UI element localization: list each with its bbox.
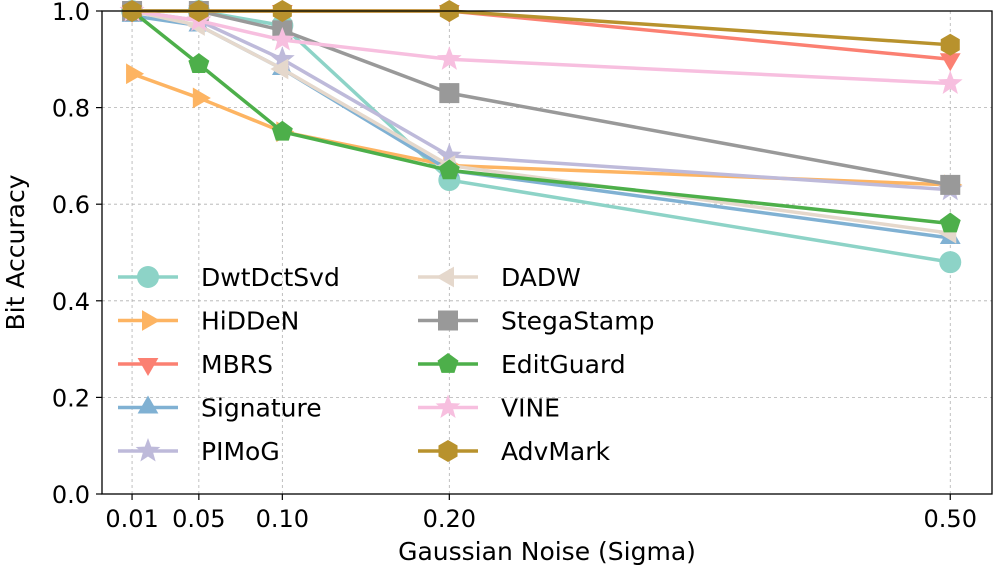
series-dwtdctsvd: [121, 0, 962, 274]
data-point-hidden: [192, 87, 211, 109]
legend-label-editguard: EditGuard: [501, 350, 626, 379]
x-tick-label: 0.05: [172, 505, 225, 533]
legend-entry-mbrs: MBRS: [118, 350, 273, 379]
data-point-dadw: [270, 58, 289, 80]
data-point-mbrs: [939, 53, 961, 72]
y-tick-label: 0.0: [52, 481, 90, 509]
legend-label-dadw: DADW: [501, 263, 581, 292]
legend-entry-pimog: PIMoG: [118, 437, 280, 466]
x-tick-label: 0.10: [256, 505, 309, 533]
series-signature: [121, 3, 961, 245]
legend-label-vine: VINE: [501, 394, 560, 423]
y-tick-label: 0.4: [52, 288, 90, 316]
legend-marker-vine: [435, 394, 461, 419]
legend-label-hidden: HiDDeN: [201, 307, 299, 336]
data-point-pimog: [436, 142, 462, 167]
data-point-dwtdctsvd: [939, 251, 962, 274]
legend-entry-vine: VINE: [418, 394, 560, 423]
legend-label-advmark: AdvMark: [501, 437, 610, 466]
series-layer: [119, 0, 963, 274]
data-point-hidden: [126, 63, 145, 85]
legend-entry-stegastamp: StegaStamp: [418, 307, 654, 336]
series-line-editguard: [130, 9, 951, 226]
series-hidden: [126, 63, 963, 196]
series-line-advmark: [132, 9, 951, 47]
legend-label-pimog: PIMoG: [201, 437, 280, 466]
data-point-pimog: [269, 46, 295, 70]
plot-frame: [101, 10, 993, 495]
y-axis-label: Bit Accuracy: [1, 174, 30, 330]
data-point-advmark: [940, 33, 960, 56]
legend-entry-dwtdctsvd: DwtDctSvd: [118, 263, 340, 292]
legend-marker-mbrs: [137, 358, 159, 376]
legend-marker-signature: [137, 395, 159, 414]
y-tick-label: 1.0: [52, 0, 90, 26]
series-stegastamp: [122, 1, 961, 195]
legend-label-mbrs: MBRS: [201, 350, 273, 379]
data-point-vine: [436, 46, 462, 70]
x-tick-label: 0.01: [105, 505, 158, 533]
legend-entry-advmark: AdvMark: [418, 437, 610, 466]
legend-entry-dadw: DADW: [418, 263, 581, 292]
data-point-stegastamp: [439, 83, 460, 104]
legend-marker-hidden: [142, 310, 160, 331]
data-point-editguard: [188, 53, 210, 74]
y-tick-label: 0.6: [52, 191, 90, 219]
legend-marker-advmark: [438, 440, 458, 462]
data-point-editguard: [271, 120, 293, 141]
legend-marker-pimog: [135, 438, 161, 462]
legend-entry-editguard: EditGuard: [418, 350, 626, 379]
data-point-vine: [269, 26, 295, 51]
series-line-hidden: [131, 72, 951, 187]
legend-entry-signature: Signature: [118, 394, 322, 423]
legend-entry-hidden: HiDDeN: [118, 307, 299, 336]
y-tick-label: 0.2: [52, 384, 90, 412]
x-tick-label: 0.20: [423, 505, 476, 533]
y-tick-label: 0.8: [52, 95, 90, 123]
legend-marker-dwtdctsvd: [137, 266, 159, 288]
legend-label-signature: Signature: [201, 394, 322, 423]
legend-marker-dadw: [436, 266, 454, 288]
axis-ticks: 0.01 0.05 0.10 0.20 0.50 0.0 0.2 0.4 0.6 0.8 1.0: [52, 0, 977, 533]
legend-marker-stegastamp: [438, 310, 458, 331]
data-point-stegastamp: [940, 174, 961, 195]
data-point-editguard: [438, 159, 460, 180]
x-tick-label: 0.50: [924, 505, 977, 533]
x-axis-label: Gaussian Noise (Sigma): [398, 537, 696, 566]
data-point-editguard: [939, 212, 961, 233]
legend-label-stegastamp: StegaStamp: [501, 307, 654, 336]
legend: DwtDctSvd HiDDeN MBRS Signature PIMoG DADW Ste…: [118, 263, 654, 466]
legend-marker-editguard: [437, 353, 459, 373]
data-point-vine: [937, 70, 963, 94]
legend-label-dwtdctsvd: DwtDctSvd: [201, 263, 340, 292]
